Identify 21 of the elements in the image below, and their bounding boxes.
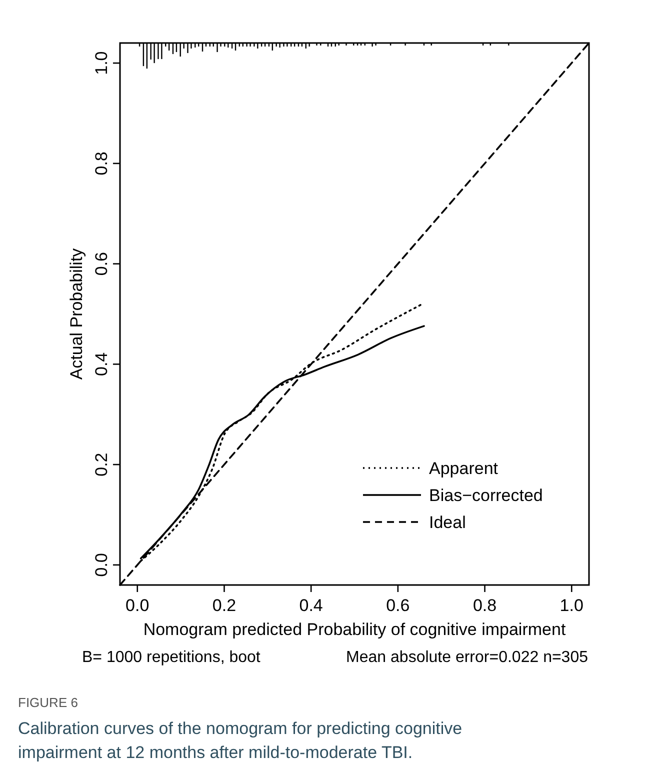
x-tick-label: 0.4: [299, 596, 323, 615]
caption: FIGURE 6: [18, 695, 78, 710]
y-tick-label: 0.2: [92, 452, 111, 476]
text: Mean absolute error=0.022 n=305: [346, 649, 588, 666]
y-tick-label: 0.8: [92, 152, 111, 176]
legend-label: Ideal: [429, 513, 466, 532]
y-tick-label: 0.4: [92, 352, 111, 376]
y-tick-label: 0.0: [92, 553, 111, 577]
text: B= 1000 repetitions, boot: [82, 649, 261, 666]
y-tick-label: 1.0: [92, 51, 111, 75]
legend-label: Apparent: [429, 459, 498, 478]
x-axis-title: Nomogram predicted Probability of cognitive impairment: [143, 620, 566, 639]
legend-label: Bias−corrected: [429, 486, 543, 505]
text: Calibration curves of the nomogram for predicting cognitive impairment at 12 months after mild-to-moderate TBI.: [18, 719, 462, 762]
x-tick-label: 0.6: [386, 596, 410, 615]
x-tick-label: 1.0: [560, 596, 584, 615]
x-tick-label: 0.8: [472, 596, 497, 615]
x-tick-label: 0.2: [212, 596, 236, 615]
y-axis-title: Actual Probability: [67, 248, 86, 380]
x-tick-label: 0.0: [126, 596, 150, 615]
y-tick-label: 0.6: [92, 252, 111, 276]
